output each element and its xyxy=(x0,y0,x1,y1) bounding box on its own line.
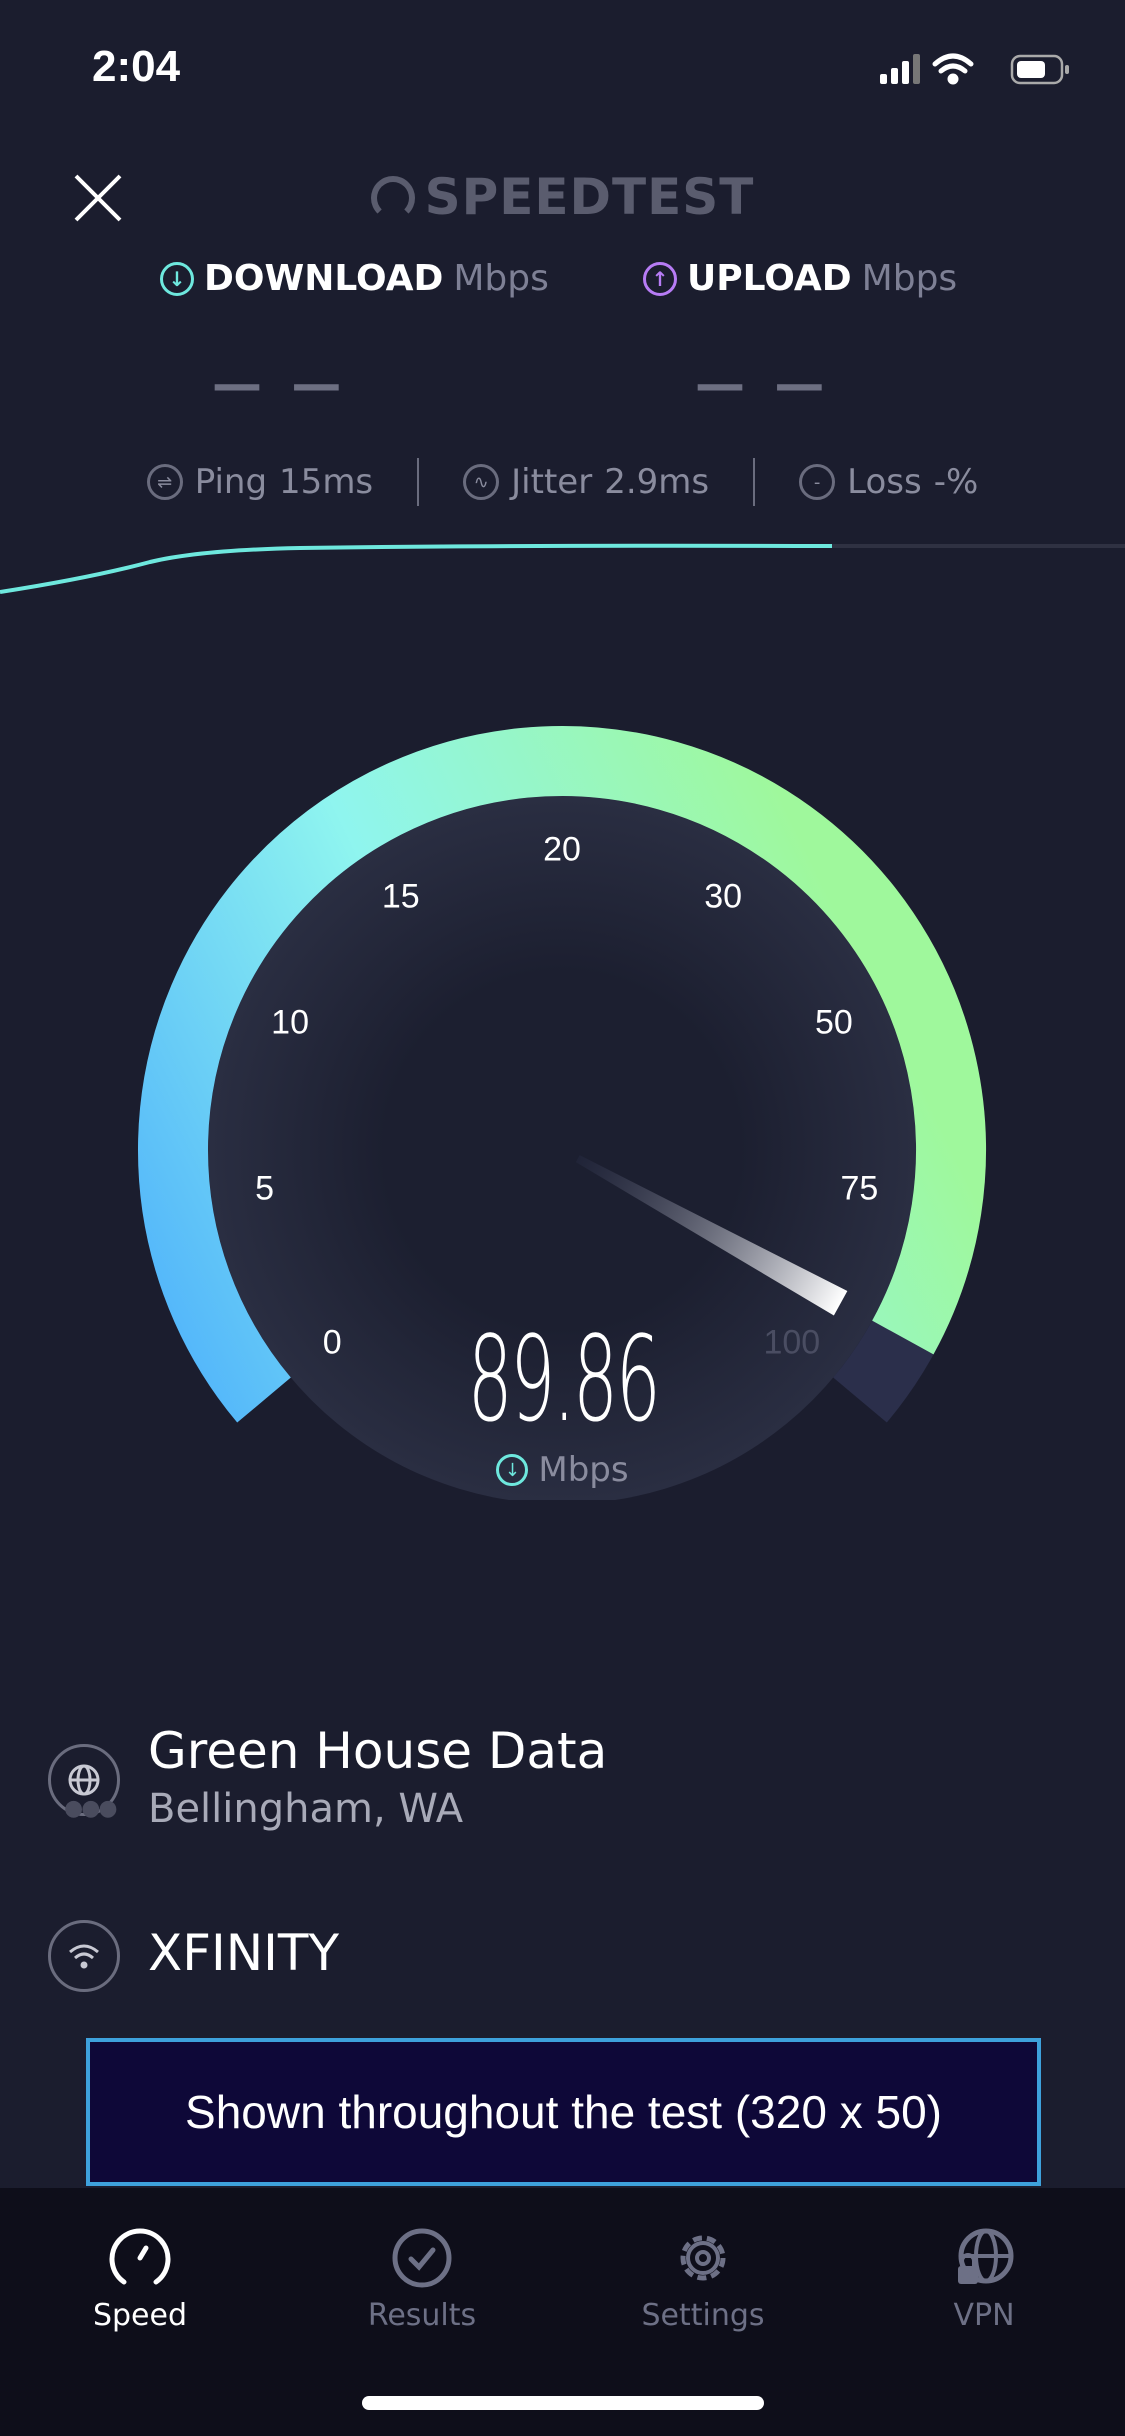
download-value: — — xyxy=(212,355,348,413)
speedtest-logo: SPEEDTEST xyxy=(0,168,1125,226)
check-circle-icon xyxy=(392,2228,452,2288)
status-icons xyxy=(880,53,1069,85)
globe-icon xyxy=(48,1744,120,1816)
tab-settings[interactable]: Settings xyxy=(603,2218,803,2333)
loss-icon: - xyxy=(799,464,836,500)
close-icon[interactable] xyxy=(72,172,124,224)
ping-label: Ping xyxy=(194,462,268,502)
ad-text: Shown throughout the test (320 x 50) xyxy=(185,2086,942,2138)
upload-header: ↑ UPLOAD Mbps xyxy=(643,258,957,299)
upload-value: — — xyxy=(695,355,831,413)
speed-unit: ↓ Mbps xyxy=(0,1450,1125,1490)
ping-metric: ⇌ Ping 15ms xyxy=(103,462,417,502)
speed-gauge xyxy=(138,726,986,1500)
upload-unit: Mbps xyxy=(861,258,958,299)
gauge-tick-label: 10 xyxy=(271,1003,310,1042)
gauge-tick-label: 15 xyxy=(381,877,420,916)
download-icon: ↓ xyxy=(496,1454,529,1486)
ping-icon: ⇌ xyxy=(146,464,183,500)
tab-label: VPN xyxy=(953,2298,1015,2333)
gauge-tick-label: 30 xyxy=(704,877,743,916)
speed-graph xyxy=(0,543,1125,594)
upload-label: UPLOAD xyxy=(687,258,852,299)
speed-value: 89.86 xyxy=(467,1310,660,1448)
ad-banner[interactable]: Shown throughout the test (320 x 50) xyxy=(86,2038,1041,2186)
gauge-tick-label: 100 xyxy=(763,1323,821,1362)
jitter-value: 2.9ms xyxy=(604,462,710,502)
tab-label: Speed xyxy=(92,2298,188,2333)
battery-icon xyxy=(1010,54,1069,85)
jitter-metric: ∿ Jitter 2.9ms xyxy=(419,462,753,502)
more-dots-icon[interactable]: ●●● xyxy=(64,1796,118,1821)
tab-bar: Speed Results Settings VPN xyxy=(0,2188,1125,2436)
speedometer-logo-icon xyxy=(370,176,415,220)
gauge-tick-label: 5 xyxy=(255,1169,275,1208)
loss-value: -% xyxy=(933,462,979,502)
gauge-needle xyxy=(575,1155,848,1316)
metrics-row: ⇌ Ping 15ms ∿ Jitter 2.9ms - Loss -% xyxy=(0,458,1125,506)
loss-label: Loss xyxy=(847,462,922,502)
upload-icon: ↑ xyxy=(643,261,677,296)
isp-name: XFINITY xyxy=(148,1924,339,1982)
download-unit: Mbps xyxy=(453,258,549,299)
download-label: DOWNLOAD xyxy=(204,258,444,299)
jitter-label: Jitter xyxy=(511,462,593,502)
logo-text: SPEEDTEST xyxy=(424,168,755,226)
server-location: Bellingham, WA xyxy=(148,1786,464,1832)
gauge-fill xyxy=(138,726,986,1423)
vpn-globe-lock-icon xyxy=(958,2228,1014,2284)
gauge-tick-label: 0 xyxy=(322,1323,342,1362)
gauge-face xyxy=(208,796,916,1500)
speedometer-icon xyxy=(109,2228,171,2285)
loss-metric: - Loss -% xyxy=(755,462,1022,502)
status-time: 2:04 xyxy=(92,42,181,91)
speed-unit-label: Mbps xyxy=(538,1450,629,1490)
divider xyxy=(753,458,756,506)
ping-value: 15ms xyxy=(279,462,374,502)
gear-icon xyxy=(680,2235,726,2281)
gauge-tick-label: 75 xyxy=(840,1169,879,1208)
jitter-icon: ∿ xyxy=(463,464,500,500)
cellular-signal-icon xyxy=(880,54,920,84)
download-icon: ↓ xyxy=(160,261,194,296)
tab-speed[interactable]: Speed xyxy=(40,2218,240,2333)
wifi-icon xyxy=(48,1920,120,1992)
gauge-tick-label: 20 xyxy=(543,830,581,869)
divider xyxy=(417,458,420,506)
tab-label: Results xyxy=(367,2298,477,2333)
server-name[interactable]: Green House Data xyxy=(148,1722,608,1780)
home-indicator[interactable] xyxy=(362,2396,764,2410)
tab-results[interactable]: Results xyxy=(322,2218,522,2333)
tab-label: Settings xyxy=(641,2298,765,2333)
tab-vpn[interactable]: VPN xyxy=(884,2218,1084,2333)
gauge-tick-label: 50 xyxy=(814,1003,853,1042)
download-header: ↓ DOWNLOAD Mbps xyxy=(160,258,549,299)
wifi-icon xyxy=(932,53,974,85)
